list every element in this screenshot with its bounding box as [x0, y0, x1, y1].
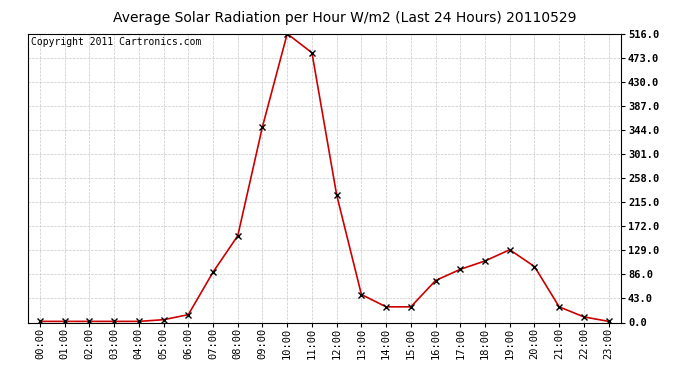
Text: Copyright 2011 Cartronics.com: Copyright 2011 Cartronics.com — [30, 37, 201, 46]
Text: Average Solar Radiation per Hour W/m2 (Last 24 Hours) 20110529: Average Solar Radiation per Hour W/m2 (L… — [113, 11, 577, 25]
